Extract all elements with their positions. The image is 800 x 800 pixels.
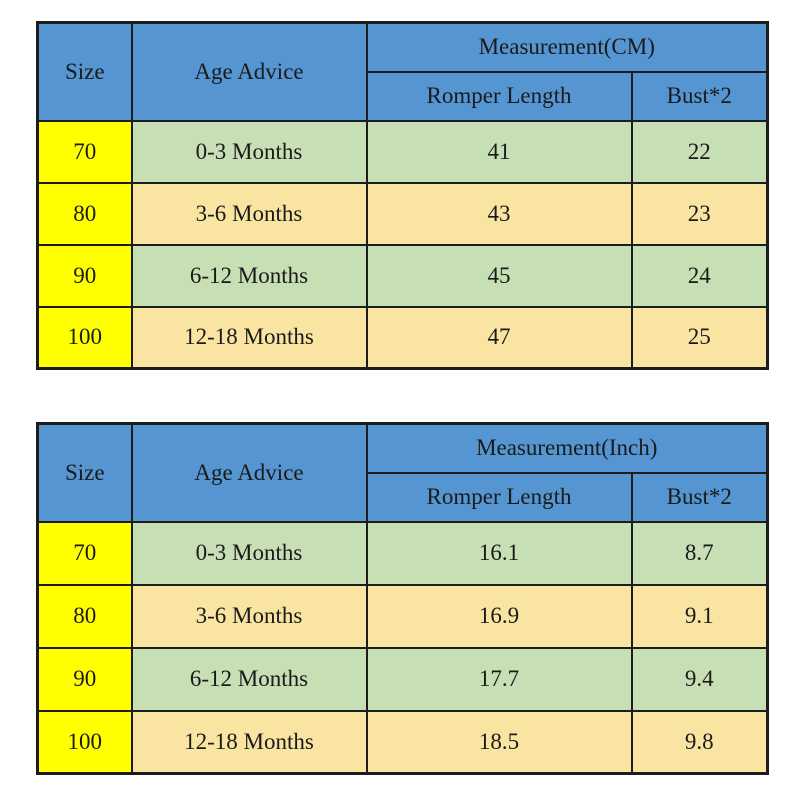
bust-cell: 22 — [630, 119, 769, 184]
romper-length-cell: 16.9 — [365, 583, 633, 649]
header-measurement-inch: Measurement(Inch) — [365, 422, 769, 474]
table-row: 90 6-12 Months 45 24 — [36, 243, 769, 308]
table-header-row: Size Age Advice Measurement(Inch) — [36, 422, 769, 523]
table-subheader-row: Romper Length Bust*2 — [38, 471, 769, 523]
bust-cell: 8.7 — [630, 520, 769, 586]
table-row: 70 0-3 Months 16.1 8.7 — [36, 520, 769, 586]
romper-length-cell: 41 — [365, 119, 633, 184]
table-row: 100 12-18 Months 18.5 9.8 — [36, 709, 769, 775]
size-cell: 90 — [36, 243, 133, 308]
table-subheader-row: Romper Length Bust*2 — [38, 70, 769, 122]
header-romper-length: Romper Length — [365, 471, 633, 523]
bust-cell: 9.1 — [630, 583, 769, 649]
header-size: Size — [36, 422, 133, 523]
size-cell: 70 — [36, 119, 133, 184]
size-cell: 100 — [36, 709, 133, 775]
size-chart-table-cm: Size Age Advice Measurement(CM) Romper L… — [36, 21, 769, 370]
bust-cell: 24 — [630, 243, 769, 308]
table-row: 80 3-6 Months 16.9 9.1 — [36, 583, 769, 649]
age-cell: 0-3 Months — [130, 119, 368, 184]
romper-length-cell: 47 — [365, 305, 633, 370]
age-cell: 3-6 Months — [130, 181, 368, 246]
age-cell: 6-12 Months — [130, 646, 368, 712]
bust-cell: 9.4 — [630, 646, 769, 712]
header-size: Size — [36, 21, 133, 122]
bust-cell: 9.8 — [630, 709, 769, 775]
size-cell: 100 — [36, 305, 133, 370]
size-cell: 90 — [36, 646, 133, 712]
size-cell: 80 — [36, 583, 133, 649]
romper-length-cell: 16.1 — [365, 520, 633, 586]
header-bust: Bust*2 — [630, 70, 769, 122]
age-cell: 3-6 Months — [130, 583, 368, 649]
table-row: 90 6-12 Months 17.7 9.4 — [36, 646, 769, 712]
age-cell: 12-18 Months — [130, 305, 368, 370]
romper-length-cell: 43 — [365, 181, 633, 246]
table-header-row: Size Age Advice Measurement(CM) — [36, 21, 769, 122]
romper-length-cell: 45 — [365, 243, 633, 308]
age-cell: 6-12 Months — [130, 243, 368, 308]
header-measurement-cm: Measurement(CM) — [365, 21, 769, 73]
header-bust: Bust*2 — [630, 471, 769, 523]
age-cell: 0-3 Months — [130, 520, 368, 586]
table-row: 80 3-6 Months 43 23 — [36, 181, 769, 246]
size-chart-table-inch: Size Age Advice Measurement(Inch) Romper… — [36, 422, 769, 775]
header-age-advice: Age Advice — [130, 21, 368, 122]
size-cell: 80 — [36, 181, 133, 246]
header-age-advice: Age Advice — [130, 422, 368, 523]
romper-length-cell: 17.7 — [365, 646, 633, 712]
bust-cell: 23 — [630, 181, 769, 246]
header-romper-length: Romper Length — [365, 70, 633, 122]
table-row: 100 12-18 Months 47 25 — [36, 305, 769, 370]
table-row: 70 0-3 Months 41 22 — [36, 119, 769, 184]
age-cell: 12-18 Months — [130, 709, 368, 775]
bust-cell: 25 — [630, 305, 769, 370]
size-cell: 70 — [36, 520, 133, 586]
romper-length-cell: 18.5 — [365, 709, 633, 775]
